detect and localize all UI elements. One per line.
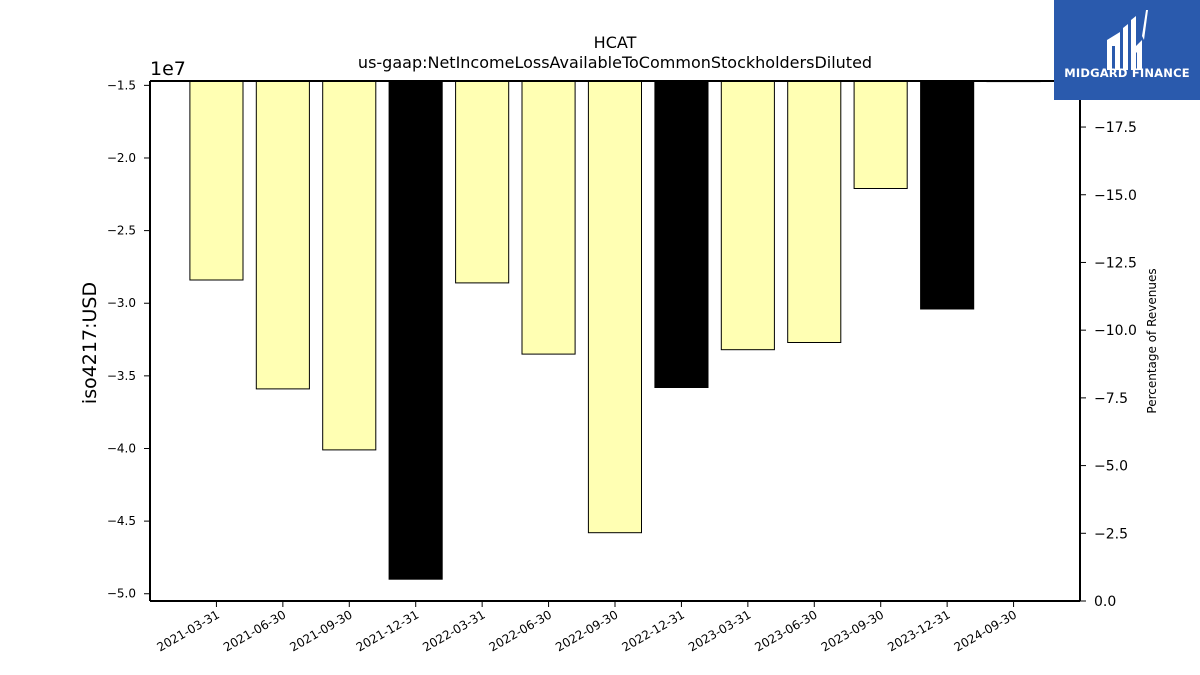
y2-tick-label: −2.5 [1094,526,1128,542]
x-tick-label: 2022-03-31 [420,607,487,654]
x-tick-label: 2021-09-30 [287,607,354,654]
y-tick-label: −3.5 [107,369,136,383]
y2-axis-label: Percentage of Revenues [1145,268,1159,413]
y-tick-label: −2.5 [107,224,136,238]
y-tick-label: −4.0 [107,441,136,455]
x-tick-label: 2021-06-30 [221,607,288,654]
x-tick-label: 2023-06-30 [752,607,819,654]
y2-tick-label: 0.0 [1094,594,1116,610]
chart-title: HCAT [594,33,637,52]
bar-2022-03-31 [455,80,510,284]
bar-2021-12-31 [388,80,443,580]
bar-2023-09-30 [853,80,908,189]
y2-tick-label: −15.0 [1094,188,1137,204]
y-tick-label: −3.0 [107,296,136,310]
y2-tick-label: −10.0 [1094,323,1137,339]
bar-2021-03-31 [189,80,244,281]
x-tick-label: 2024-09-30 [952,607,1019,654]
bar-2022-09-30 [587,80,643,534]
bar-2023-12-31 [920,80,975,310]
y-tick-label: −5.0 [107,587,136,601]
x-tick-label: 2022-06-30 [487,607,554,654]
brand-name: MIDGARD FINANCE [1064,66,1190,80]
x-tick-label: 2021-12-31 [354,607,421,654]
brand-logo: MIDGARD FINANCE [1054,0,1200,100]
y-axis-label: iso4217:USD [79,282,101,404]
x-tick-label: 2023-12-31 [885,607,952,654]
y-tick-label: −1.5 [107,78,136,92]
bar-2023-06-30 [787,80,842,343]
bar-2021-09-30 [322,80,377,451]
x-tick-label: 2022-12-31 [620,607,687,654]
bar-2023-03-31 [720,80,775,351]
bar-2021-06-30 [255,80,310,390]
y2-tick-label: −17.5 [1094,120,1137,136]
x-tick-label: 2023-09-30 [819,607,886,654]
bars-group [189,80,1041,580]
midgard-logo-icon [1054,0,1200,100]
bar-2022-06-30 [521,80,576,355]
y2-tick-label: −7.5 [1094,391,1128,407]
y-offset-label: 1e7 [150,58,186,80]
y-tick-label: −2.0 [107,151,136,165]
y2-tick-label: −5.0 [1094,459,1128,475]
x-tick-label: 2021-03-31 [155,607,222,654]
chart-subtitle: us-gaap:NetIncomeLossAvailableToCommonSt… [358,53,872,72]
y-tick-label: −4.5 [107,514,136,528]
bar-2022-12-31 [654,80,709,388]
y2-tick-label: −12.5 [1094,255,1137,271]
x-tick-label: 2022-09-30 [553,607,620,654]
x-tick-label: 2023-03-31 [686,607,753,654]
